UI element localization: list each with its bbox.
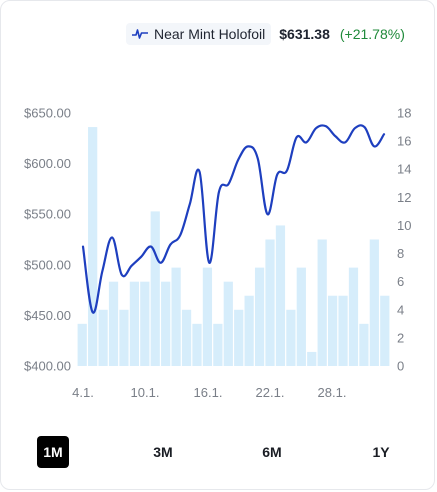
right-y-tick-label: 4 (397, 302, 404, 317)
legend-change: (+21.78%) (339, 26, 405, 42)
price-line (81, 124, 386, 314)
volume-bar (98, 309, 108, 366)
right-y-tick-label: 16 (397, 134, 411, 149)
volume-bar (296, 267, 306, 366)
right-y-tick-label: 12 (397, 190, 411, 205)
right-y-tick-label: 18 (397, 106, 411, 121)
volume-bar (77, 323, 87, 366)
volume-bar (202, 267, 213, 366)
volume-bar (192, 323, 202, 366)
volume-bar (140, 281, 150, 366)
left-y-tick-label: $650.00 (24, 106, 71, 121)
volume-bar (380, 295, 390, 366)
volume-bar (359, 323, 369, 366)
volume-bar (328, 295, 338, 366)
volume-bar (88, 127, 98, 366)
tab-6m[interactable]: 6M (262, 444, 282, 460)
volume-bar (150, 211, 160, 366)
x-tick-label: 10.1. (131, 385, 160, 400)
volume-bar (171, 267, 181, 366)
volume-bar (286, 309, 296, 366)
legend-price: $631.38 (279, 26, 330, 42)
x-tick-label: 16.1. (194, 385, 223, 400)
volume-bar (108, 281, 119, 366)
legend-series-name: Near Mint Holofoil (154, 26, 266, 42)
legend-series-chip[interactable]: Near Mint Holofoil (126, 23, 272, 45)
range-tabs: 1M 3M 6M 1Y (0, 436, 437, 468)
volume-bars (77, 127, 390, 366)
right-y-axis: 0 2 4 6 8 10 12 14 16 18 (397, 106, 411, 374)
x-axis: 4.1. 10.1. 16.1. 22.1. 28.1. (72, 385, 346, 400)
volume-bar (254, 267, 265, 366)
volume-bar (119, 309, 129, 366)
price-volume-chart: $400.00 $450.00 $500.00 $550.00 $600.00 $650.… (24, 106, 411, 401)
right-y-tick-label: 2 (397, 330, 404, 345)
price-line-layer (81, 124, 386, 314)
volume-bar (317, 239, 327, 366)
volume-bar (369, 239, 379, 366)
right-y-tick-label: 14 (397, 162, 411, 177)
x-tick-label: 4.1. (72, 385, 94, 400)
volume-bar (129, 281, 139, 366)
chart-legend: Near Mint Holofoil $631.38 (+21.78%) (126, 22, 405, 46)
tab-3m[interactable]: 3M (153, 444, 173, 460)
left-y-tick-label: $550.00 (24, 207, 71, 222)
volume-bar (213, 323, 223, 366)
left-y-tick-label: $450.00 (24, 308, 71, 323)
tab-1m[interactable]: 1M (37, 436, 69, 468)
left-y-tick-label: $400.00 (24, 359, 71, 374)
left-y-axis: $400.00 $450.00 $500.00 $550.00 $600.00 $650.… (24, 106, 71, 374)
right-y-tick-label: 6 (397, 274, 404, 289)
x-tick-label: 22.1. (256, 385, 285, 400)
volume-bar (338, 295, 348, 366)
left-y-tick-label: $500.00 (24, 257, 71, 272)
volume-bar (265, 239, 275, 366)
volume-bar (234, 309, 244, 366)
volume-bar (275, 225, 286, 366)
volume-bar (181, 309, 192, 366)
line-chart-icon (132, 29, 148, 39)
right-y-tick-label: 8 (397, 246, 404, 261)
x-tick-label: 28.1. (318, 385, 347, 400)
right-y-tick-label: 0 (397, 359, 404, 374)
left-y-tick-label: $600.00 (24, 156, 71, 171)
volume-bar (307, 351, 317, 366)
volume-bar (223, 281, 233, 366)
tab-1y[interactable]: 1Y (372, 444, 390, 460)
right-y-tick-label: 10 (397, 218, 411, 233)
volume-bar (244, 295, 254, 366)
volume-bar (348, 267, 359, 366)
volume-bar (161, 281, 171, 366)
